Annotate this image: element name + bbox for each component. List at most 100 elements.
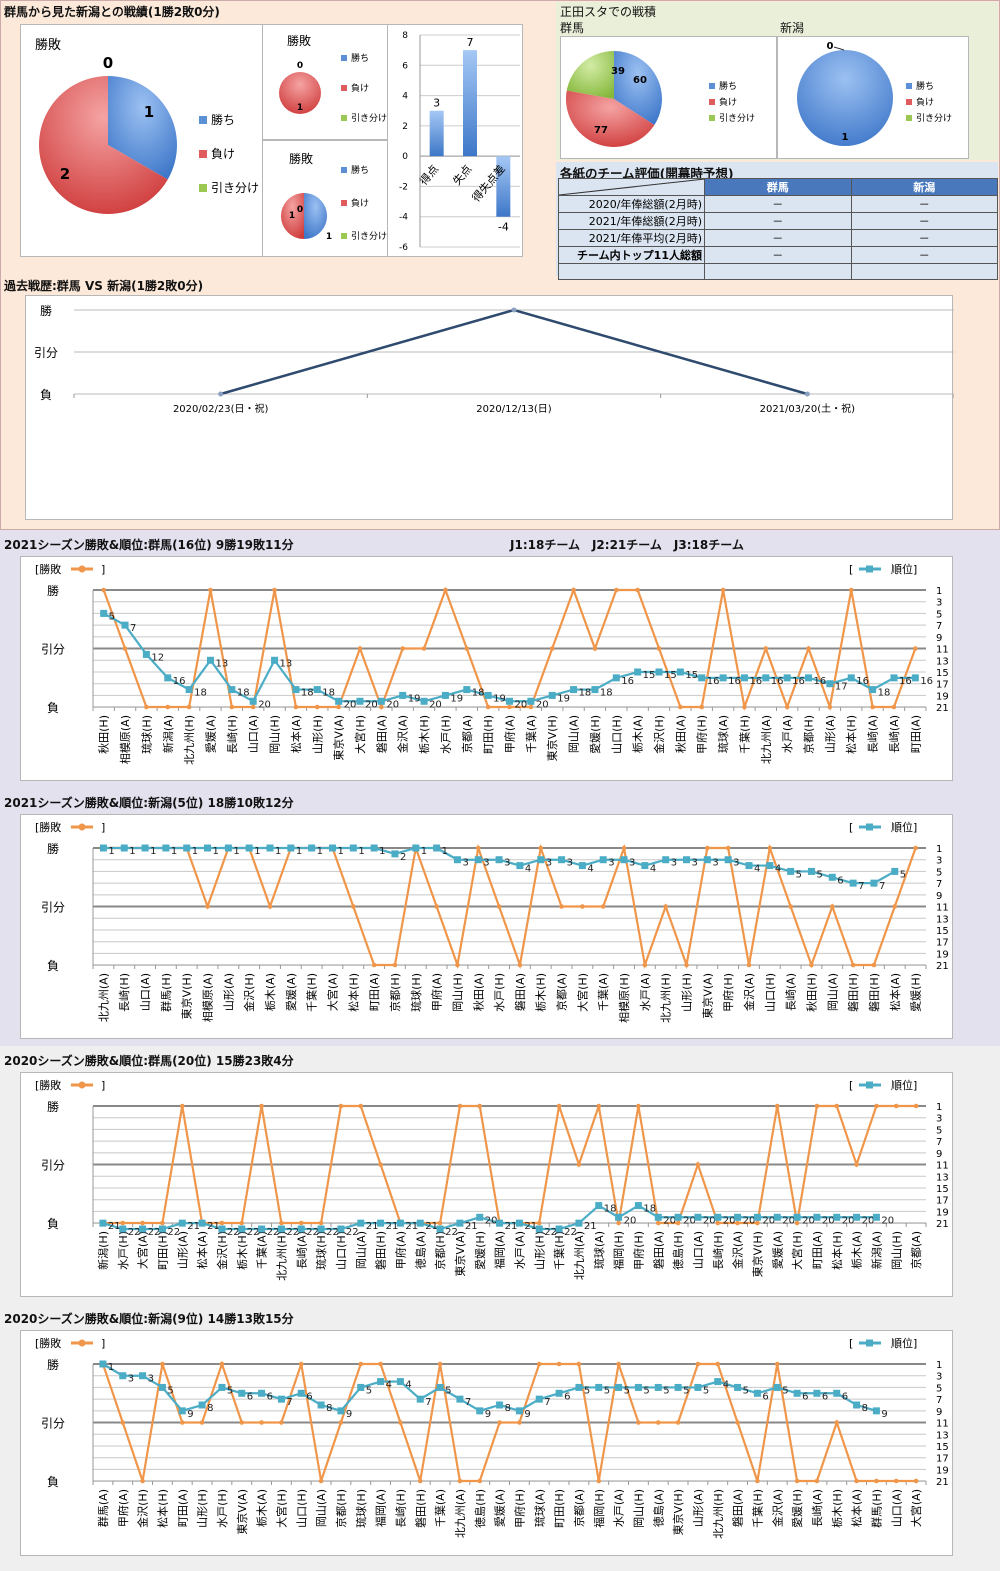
result-point (571, 587, 576, 593)
result-point (298, 1361, 304, 1367)
x-tick-label: 町田(A) (176, 1489, 189, 1527)
pie-slice-loss (38, 76, 168, 214)
h2h-pie-away-panel: 勝敗 1 1 0 勝ち 負け 引き分け (262, 140, 388, 257)
result-point (378, 1162, 383, 1167)
y-tick-label: 勝 (47, 583, 59, 598)
x-tick-label: 松本(A) (289, 715, 303, 753)
x-tick-label: 千葉(A) (524, 715, 538, 753)
rank-data-label: 6 (306, 1391, 312, 1402)
rank-tick-label: 1 (936, 586, 942, 597)
x-tick-label: 山口(A) (890, 1489, 903, 1527)
x-tick-label: 長崎(A) (887, 715, 901, 753)
rank-point (224, 844, 232, 852)
x-tick-label: 秋田(A) (673, 715, 687, 753)
x-tick-label: 京都(A) (460, 715, 474, 753)
rank-data-label: 3 (128, 1374, 134, 1385)
result-point (870, 704, 875, 710)
rank-data-label: 4 (525, 864, 531, 875)
h2h-title: 群馬から見た新潟との戦績(1勝2敗0分) (4, 5, 220, 19)
rank-data-label: 1 (442, 846, 448, 857)
stadium-title: 正田スタでの戦積 (560, 5, 657, 19)
x-tick-label: 甲府(A) (116, 1489, 130, 1527)
rank-tick-label: 13 (936, 1172, 949, 1183)
rank-point (740, 674, 748, 682)
eval-cell: － (704, 212, 852, 230)
pie-title: 勝敗 (287, 33, 311, 48)
x-tick-label: 愛媛(A) (203, 715, 217, 753)
rank-tick-label: 9 (936, 1407, 942, 1418)
rank-point (391, 850, 399, 858)
rank-data-label: 18 (600, 688, 613, 699)
rank-data-label: 20 (258, 699, 271, 710)
rank-point (853, 1213, 861, 1221)
rank-point (476, 1407, 484, 1415)
rank-data-label: 5 (366, 1385, 372, 1396)
rank-data-label: 6 (842, 1391, 848, 1402)
rank-tick-label: 7 (936, 621, 942, 632)
legend-loss: 負け (351, 197, 369, 209)
result-point (913, 646, 918, 651)
x-tick-label: 水戸(H) (216, 1489, 229, 1528)
rank-data-label: 1 (337, 846, 343, 857)
x-tick-label: 町田(H) (553, 1489, 566, 1528)
result-point (616, 1220, 621, 1226)
x-tick-label: 岡山(H) (269, 715, 282, 754)
rank-data-label: 3 (483, 858, 489, 869)
result-point (705, 845, 710, 851)
x-tick-label: 金沢(H) (242, 973, 256, 1012)
rank-point (162, 844, 170, 852)
rank-data-label: 18 (579, 688, 592, 699)
rank-point (599, 856, 607, 864)
result-legend-bracket: ] (101, 563, 105, 576)
result-point (814, 1478, 820, 1484)
x-tick-label: 長崎(A) (810, 1489, 824, 1527)
x-tick-label: 琉球(A) (592, 1231, 606, 1269)
eval-row-label: チーム内トップ11人総額 (558, 246, 705, 264)
rank-point (773, 1213, 781, 1221)
result-point (536, 1361, 542, 1367)
rank-data-label: 22 (445, 1227, 458, 1238)
pie-data-label: 0 (103, 54, 113, 72)
rank-tick-label: 15 (936, 926, 949, 937)
rank-point (753, 1213, 761, 1221)
x-tick-label: 北九州(A) (97, 973, 110, 1022)
result-legend-label: [勝敗 (35, 562, 61, 576)
x-tick-label: 東京V(H) (180, 973, 194, 1019)
y-tick-label: -2 (399, 182, 408, 192)
rank-point (506, 697, 513, 705)
result-point (318, 1220, 324, 1226)
eval-cell: － (850, 195, 998, 213)
x-tick-label: 山形(H) (533, 1231, 546, 1270)
x-tick-label: 福岡(A) (374, 1489, 388, 1527)
result-point (443, 587, 448, 593)
x-tick-label: 京都(A) (909, 1231, 923, 1269)
rank-data-label: 6 (822, 1391, 828, 1402)
rank-point (869, 686, 877, 694)
season-chart-panel: [勝敗][順位] 1 3 5 7 9 11 13 15 17 19 21 勝引分負群馬(A) 甲府(A) 金… (20, 1330, 953, 1556)
result-point (186, 704, 192, 710)
rank-data-label: 3 (148, 1374, 154, 1385)
rank-point (674, 1383, 682, 1391)
eval-cell: － (704, 246, 852, 264)
result-point (179, 1420, 185, 1425)
rank-point (683, 856, 691, 864)
rank-data-label: 21 (465, 1221, 478, 1232)
rank-point (139, 1372, 147, 1380)
rank-point (436, 1225, 444, 1233)
rank-point (271, 656, 279, 664)
rank-data-label: 19 (493, 693, 506, 704)
result-point (794, 1220, 800, 1226)
rank-point (249, 697, 257, 705)
x-tick-label: 金沢(A) (396, 715, 410, 753)
rank-point (99, 1360, 107, 1368)
result-point (715, 1361, 721, 1367)
result-point (496, 904, 502, 909)
rank-data-label: 5 (584, 1385, 590, 1396)
x-tick-label: 金沢(A) (742, 973, 756, 1011)
rank-tick-label: 19 (936, 949, 949, 960)
y-tick-label: -6 (399, 243, 408, 253)
rank-point (890, 674, 898, 682)
x-tick-label: 磐田(H) (413, 1489, 427, 1528)
rank-point (356, 697, 364, 705)
